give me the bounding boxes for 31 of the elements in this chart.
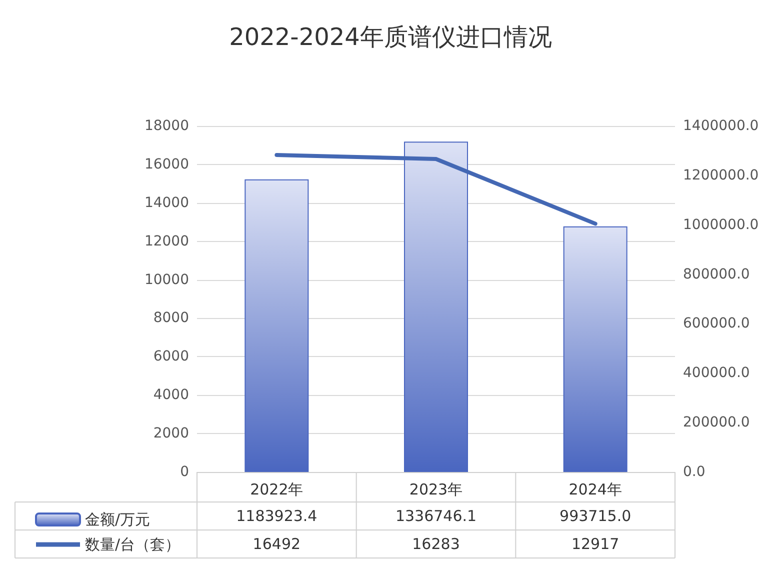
y2-tick-label: 1400000.0 xyxy=(683,118,759,134)
y2-tick-label: 1000000.0 xyxy=(683,216,759,233)
data-label: 16492 xyxy=(252,535,301,553)
y2-tick-label: 400000.0 xyxy=(683,365,750,382)
chart-title: 2022-2024年质谱仪进口情况 xyxy=(229,23,552,51)
y2-tick-label: 200000.0 xyxy=(683,414,750,431)
y2-tick-label: 800000.0 xyxy=(683,266,750,282)
y-tick-label: 2000 xyxy=(153,426,189,442)
x-tick-label: 2023年 xyxy=(409,480,463,498)
data-label: 1336746.1 xyxy=(395,507,477,525)
legend-label: 数量/台（套） xyxy=(85,536,180,554)
bar xyxy=(244,179,309,472)
y-tick-label: 4000 xyxy=(153,387,189,404)
data-label: 16283 xyxy=(412,535,460,553)
y-tick-label: 10000 xyxy=(144,272,189,288)
y-tick-label: 0 xyxy=(180,464,189,480)
x-tick-label: 2022年 xyxy=(250,480,304,498)
y-tick-label: 6000 xyxy=(153,348,189,365)
data-label: 993715.0 xyxy=(560,507,632,525)
data-label: 12917 xyxy=(571,535,620,553)
x-tick-label: 2024年 xyxy=(568,480,622,498)
y-tick-label: 8000 xyxy=(153,310,189,326)
y-tick-label: 16000 xyxy=(144,156,189,172)
legend-label: 金额/万元 xyxy=(85,510,150,528)
y-tick-label: 12000 xyxy=(144,233,189,250)
y2-tick-label: 600000.0 xyxy=(683,316,750,332)
data-label: 1183923.4 xyxy=(236,507,318,525)
y-tick-label: 14000 xyxy=(144,194,189,211)
y2-tick-label: 0.0 xyxy=(683,464,706,480)
y2-tick-label: 1200000.0 xyxy=(683,167,759,184)
y-tick-label: 18000 xyxy=(144,118,189,134)
